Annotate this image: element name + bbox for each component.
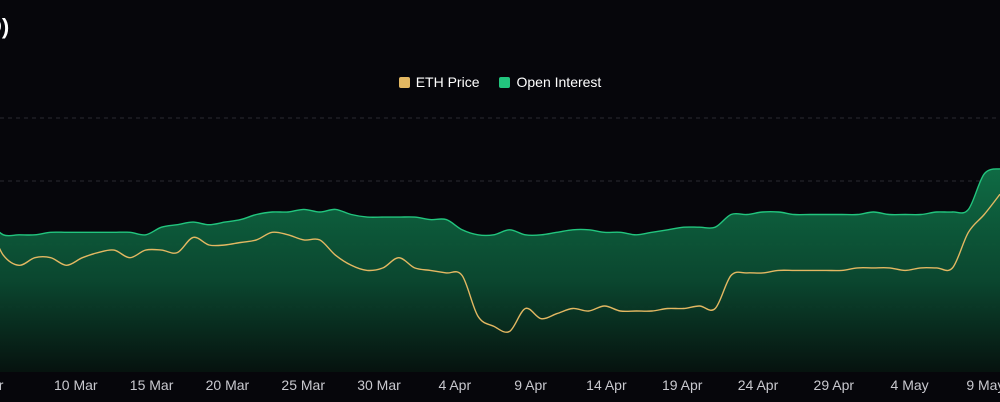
x-tick-label: ar (0, 377, 4, 393)
x-tick-label: 10 Mar (54, 377, 98, 393)
x-tick-label: 4 May (891, 377, 929, 393)
series-eth-price-line (0, 193, 1000, 333)
legend-label-eth-price: ETH Price (415, 74, 480, 90)
legend-swatch-eth-price (398, 76, 410, 88)
chart-title: D) (0, 14, 10, 39)
x-tick-label: 24 Apr (738, 377, 779, 393)
x-tick-label: 4 Apr (438, 377, 471, 393)
legend-item-eth-price[interactable]: ETH Price (398, 74, 480, 90)
x-tick-label: 29 Apr (814, 377, 855, 393)
x-tick-label: 19 Apr (662, 377, 703, 393)
x-tick-label: 9 Apr (514, 377, 547, 393)
x-tick-label: 20 Mar (206, 377, 250, 393)
x-tick-label: 15 Mar (130, 377, 174, 393)
legend-label-open-interest: Open Interest (516, 74, 602, 90)
chart-legend: ETH Price Open Interest (0, 74, 1000, 90)
series-open-interest-line (0, 168, 1000, 237)
legend-swatch-open-interest (499, 76, 511, 88)
x-tick-label: 30 Mar (357, 377, 401, 393)
legend-item-open-interest[interactable]: Open Interest (499, 74, 601, 90)
x-tick-label: 9 May (966, 377, 1000, 393)
x-tick-label: 14 Apr (586, 377, 627, 393)
x-tick-label: 25 Mar (281, 377, 325, 393)
series-open-interest-area (0, 168, 1000, 372)
